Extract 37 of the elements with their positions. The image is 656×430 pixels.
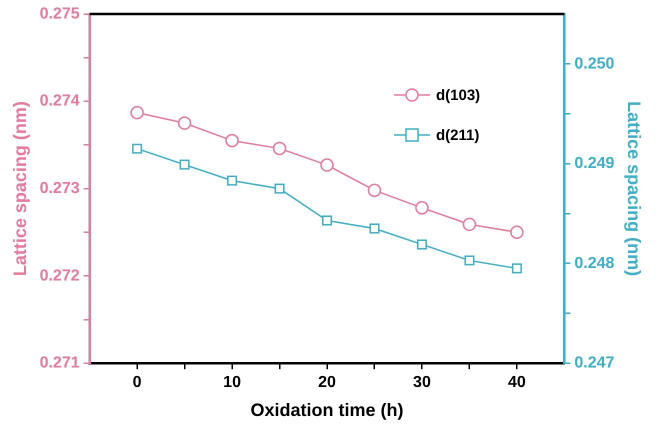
x-tick-label: 20 <box>318 374 336 392</box>
x-tick-label: 0 <box>132 374 142 392</box>
y-tick-label: 0.273 <box>40 180 80 198</box>
point <box>510 226 524 239</box>
point <box>180 160 190 170</box>
y2-tick-label: 0.247 <box>574 354 614 372</box>
point <box>132 144 142 154</box>
point <box>462 218 476 232</box>
x-tick-label: 30 <box>413 374 431 392</box>
point <box>272 142 286 156</box>
point <box>130 106 144 120</box>
point <box>415 201 429 215</box>
y-axis-title: Lattice spacing (nm) <box>10 101 30 276</box>
point <box>512 263 522 274</box>
y2-tick-label: 0.249 <box>574 155 614 172</box>
y-tick-label: 0.275 <box>40 5 80 22</box>
y-tick-label: 0.272 <box>40 267 80 284</box>
x-axis-title: Oxidation time (h) <box>250 400 404 420</box>
legend-label: d(211) <box>436 126 480 144</box>
point <box>227 176 238 186</box>
y-tick-label: 0.271 <box>40 354 80 372</box>
point <box>369 224 380 234</box>
y2-axis-title: Lattice spacing (nm) <box>624 101 644 276</box>
point <box>416 239 427 250</box>
legend-label: d(103) <box>436 86 480 104</box>
point <box>178 116 192 130</box>
point <box>320 158 334 172</box>
point <box>322 216 332 226</box>
y2-tick-label: 0.250 <box>574 55 614 72</box>
point <box>464 255 474 266</box>
point <box>225 134 239 148</box>
point <box>368 184 382 198</box>
y2-tick-label: 0.248 <box>574 254 614 272</box>
point <box>274 184 285 194</box>
x-tick-label: 10 <box>223 374 242 392</box>
x-tick-label: 40 <box>508 374 526 392</box>
y-tick-label: 0.274 <box>40 92 80 110</box>
